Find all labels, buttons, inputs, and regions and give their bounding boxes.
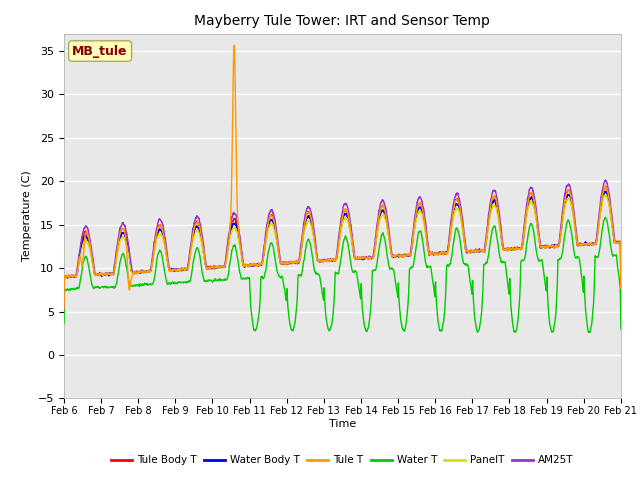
X-axis label: Time: Time [329,419,356,429]
Title: Mayberry Tule Tower: IRT and Sensor Temp: Mayberry Tule Tower: IRT and Sensor Temp [195,14,490,28]
Legend: Tule Body T, Water Body T, Tule T, Water T, PanelT, AM25T: Tule Body T, Water Body T, Tule T, Water… [107,451,578,469]
Y-axis label: Temperature (C): Temperature (C) [22,170,33,262]
Text: MB_tule: MB_tule [72,45,128,58]
